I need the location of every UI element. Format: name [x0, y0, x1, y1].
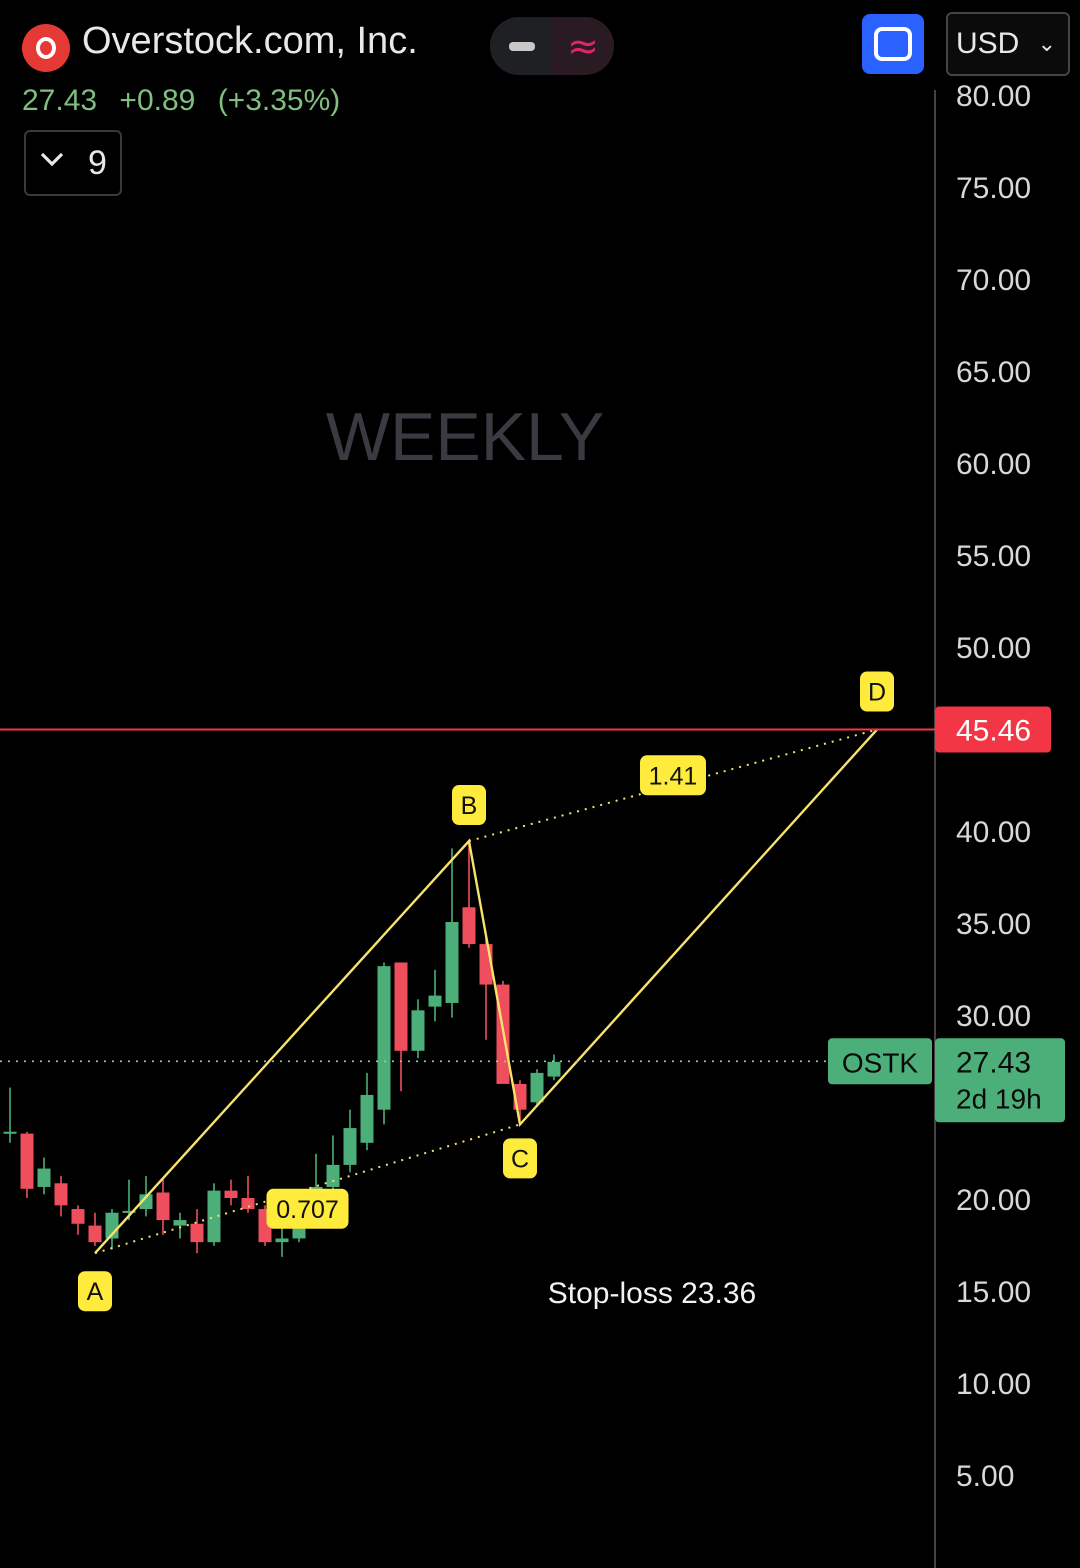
price-change-percent: (+3.35%)	[217, 84, 341, 117]
candle-body	[547, 1061, 561, 1077]
point-label-a-bg	[78, 1271, 112, 1312]
y-tick-label: 50.00	[956, 632, 1031, 665]
candle-body	[428, 995, 442, 1007]
y-tick-label: 80.00	[956, 80, 1031, 113]
pattern-legs	[94, 728, 878, 1255]
ratio-label-ac-bg	[266, 1188, 349, 1229]
candle-body	[190, 1223, 204, 1243]
y-tick-label: 40.00	[956, 816, 1031, 849]
candle-body	[173, 1220, 187, 1226]
price-change: +0.89	[119, 84, 196, 117]
target-price-value: 45.46	[956, 715, 1031, 748]
candle-body	[275, 1238, 289, 1243]
candle-body	[122, 1210, 136, 1213]
candle-body	[462, 907, 476, 945]
y-tick-label: 60.00	[956, 448, 1031, 481]
fullscreen-button[interactable]	[862, 14, 924, 74]
ratio-label-bd-bg	[640, 755, 706, 796]
chevron-down-icon	[40, 152, 64, 167]
ratio-label-bd: 1.41	[649, 762, 698, 790]
indicator-count: 9	[88, 144, 107, 182]
y-tick-label: 15.00	[956, 1276, 1031, 1309]
target-price-badge	[935, 706, 1051, 753]
y-tick-label: 75.00	[956, 172, 1031, 205]
minus-icon[interactable]	[490, 17, 552, 75]
candle-body	[343, 1128, 357, 1165]
candle-body	[71, 1209, 85, 1224]
point-label-b: B	[461, 792, 478, 820]
symbol-title[interactable]: Overstock.com, Inc.	[82, 20, 418, 62]
wave-icon[interactable]: ≈	[552, 17, 614, 75]
candle-body	[207, 1190, 221, 1243]
harmonic-pattern	[94, 728, 878, 1255]
y-tick-label: 55.00	[956, 540, 1031, 573]
currency-value: USD	[956, 27, 1020, 60]
candle-body	[20, 1133, 34, 1189]
candle-body	[88, 1225, 102, 1243]
candle-body	[360, 1094, 374, 1143]
candle-body	[326, 1164, 340, 1187]
currency-select[interactable]: USD ⌄	[946, 12, 1070, 76]
bd-ratio-line	[468, 728, 878, 843]
point-label-c: C	[511, 1145, 529, 1173]
candle-body	[445, 922, 459, 1003]
candle-body	[139, 1194, 153, 1210]
overstock-logo-icon	[22, 24, 70, 72]
candle-body	[377, 966, 391, 1110]
y-tick-label: 65.00	[956, 356, 1031, 389]
y-tick-label: 10.00	[956, 1368, 1031, 1401]
candle-body	[530, 1072, 544, 1103]
last-price-badge	[935, 1038, 1065, 1123]
y-tick-label: 35.00	[956, 908, 1031, 941]
point-label-a: A	[87, 1278, 104, 1306]
symbol-label: OSTK	[842, 1047, 919, 1078]
indicators-toggle-button[interactable]: 9	[24, 130, 122, 196]
stop-loss-annotation: Stop-loss 23.36	[548, 1277, 756, 1310]
point-label-d-bg	[860, 671, 894, 712]
y-tick-label: 5.00	[956, 1460, 1014, 1493]
symbol-badge	[828, 1038, 932, 1085]
candle-body	[37, 1168, 51, 1187]
point-label-c-bg	[503, 1138, 537, 1179]
candle-body	[3, 1131, 17, 1134]
candle-body	[54, 1183, 68, 1206]
price-summary: 27.43 +0.89 (+3.35%)	[22, 84, 354, 118]
point-label-b-bg	[452, 785, 486, 826]
candle-body	[394, 962, 408, 1051]
chevron-down-icon: ⌄	[1037, 31, 1056, 56]
y-tick-label: 70.00	[956, 264, 1031, 297]
candle-body	[156, 1192, 170, 1221]
candle-body	[241, 1198, 255, 1210]
y-tick-label: 30.00	[956, 1000, 1031, 1033]
last-price-value: 27.43	[956, 1046, 1031, 1079]
ratio-label-ac: 0.707	[276, 1196, 339, 1224]
last-price: 27.43	[22, 84, 98, 117]
candle-body	[411, 1010, 425, 1051]
y-tick-label: 20.00	[956, 1184, 1031, 1217]
point-label-d: D	[868, 679, 886, 707]
candle-body	[224, 1190, 238, 1198]
chart-style-toggle[interactable]: ≈	[490, 17, 614, 75]
bar-countdown: 2d 19h	[956, 1083, 1042, 1114]
chart-watermark: WEEKLY	[326, 399, 604, 475]
